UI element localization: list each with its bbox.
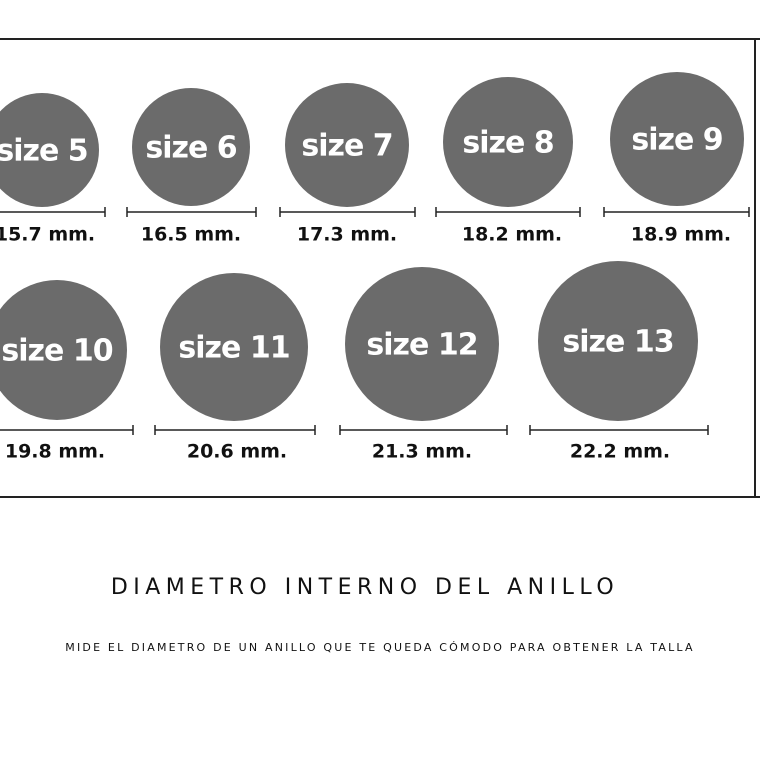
ring-item: size 11 20.6 mm.: [154, 273, 316, 463]
measure-label: 16.5 mm.: [141, 224, 241, 246]
ring-item: size 10 19.8 mm.: [0, 280, 134, 463]
ring-circle: [345, 267, 499, 421]
measure-label: 18.2 mm.: [462, 224, 562, 246]
ring-item: size 13 22.2 mm.: [529, 261, 709, 463]
measure-label: 20.6 mm.: [187, 441, 287, 463]
size-label: size 7: [301, 129, 392, 164]
measure-label: 21.3 mm.: [372, 441, 472, 463]
ring-item: size 9 18.9 mm.: [603, 72, 750, 246]
size-label: size 12: [366, 328, 477, 363]
ring-circle: [0, 93, 99, 207]
ring-item: size 5 15.7 mm.: [0, 93, 106, 246]
size-label: size 5: [0, 134, 88, 169]
ring-item: size 12 21.3 mm.: [339, 267, 508, 463]
ring-item: size 8 18.2 mm.: [435, 77, 581, 246]
size-label: size 10: [1, 334, 112, 369]
ring-circle: [538, 261, 698, 421]
title: DIAMETRO INTERNO DEL ANILLO: [111, 575, 619, 600]
ring-circle: [0, 280, 127, 420]
measure-label: 19.8 mm.: [5, 441, 105, 463]
ring-circle: [160, 273, 308, 421]
ring-item: size 6 16.5 mm.: [126, 88, 257, 246]
ring-circle: [132, 88, 250, 206]
subtitle: MIDE EL DIAMETRO DE UN ANILLO QUE TE QUE…: [65, 641, 694, 654]
size-label: size 9: [631, 123, 722, 158]
size-label: size 6: [145, 131, 236, 166]
ring-item: size 7 17.3 mm.: [279, 83, 416, 246]
ring-circle: [443, 77, 573, 207]
size-label: size 13: [562, 325, 673, 360]
frame: [0, 38, 760, 498]
ring-circle: [285, 83, 409, 207]
size-label: size 11: [178, 331, 289, 366]
measure-label: 18.9 mm.: [631, 224, 731, 246]
ring-circle: [610, 72, 744, 206]
size-label: size 8: [462, 126, 553, 161]
measure-label: 17.3 mm.: [297, 224, 397, 246]
size-chart: size 5 15.7 mm. size 6 16.5 mm. size 7 17.3 m…: [0, 72, 750, 463]
measure-label: 15.7 mm.: [0, 224, 95, 246]
measure-label: 22.2 mm.: [570, 441, 670, 463]
